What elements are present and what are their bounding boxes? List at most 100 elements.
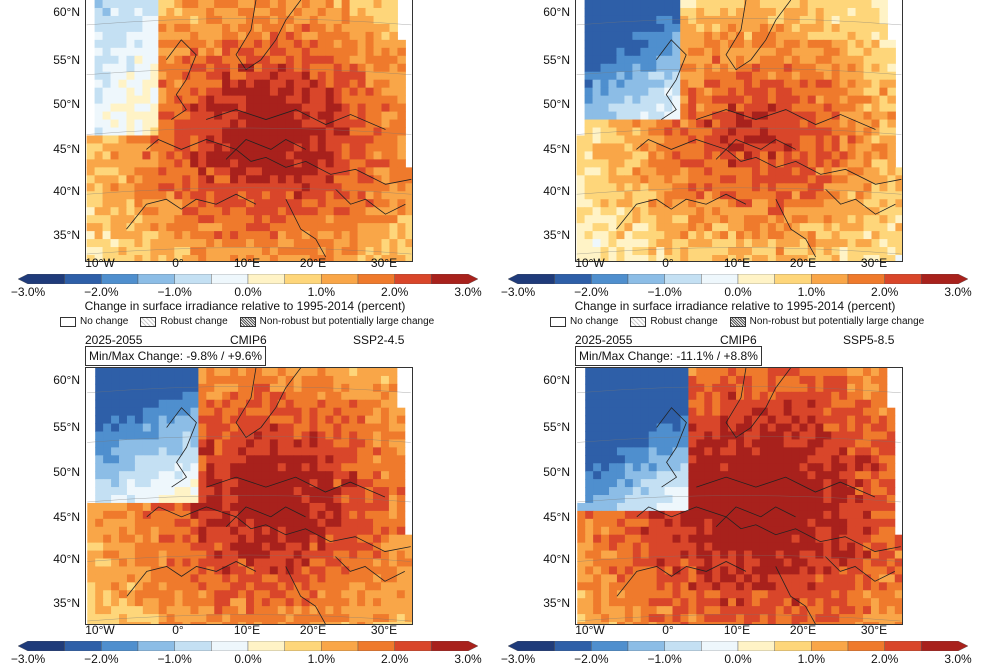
colorbar-tick-label: −2.0% [84,652,119,666]
map-frame [85,0,413,262]
longitude-label: 0° [662,256,674,270]
latitude-label: 60°N [543,5,570,19]
colorbar-segment [137,274,175,284]
legend-swatch [60,316,76,327]
colorbar-tick-label: 3.0% [454,285,482,299]
min-max-change-box: Min/Max Change: -11.1% / +8.8% [575,346,762,366]
colorbar-tick-label: 1.0% [307,285,336,299]
longitude-label: 10°W [85,256,115,270]
graticule [577,386,901,622]
min-max-change-box: Min/Max Change: -9.8% / +9.6% [85,346,267,366]
latitude-label: 60°N [53,5,80,19]
colorbar-segment [431,641,478,651]
longitude-label: 20°E [299,256,327,270]
longitude-label: 10°E [233,256,261,270]
colorbar-tick-label: 1.0% [307,652,336,666]
longitude-label: 20°E [789,256,817,270]
colorbar-segment [508,274,555,284]
latitude-label: 55°N [543,420,570,434]
colorbar-segment [64,641,102,651]
colorbar-segment [884,274,922,284]
map-panel-top-left: 60°N 55°N 50°N 45°N 40°N 35°N 10°W 0° 10°E 20°E 3… [0,0,490,333]
colorbar-tick-label: 2.0% [870,285,899,299]
colorbar-strip [18,274,478,284]
colorbar-tick-label: 0.0% [234,285,262,299]
colorbar-segment [394,641,432,651]
colorbar-tick-label: 3.0% [944,285,972,299]
colorbar-segment [394,274,432,284]
legend-swatch [630,316,647,327]
colorbar-segment [737,641,775,651]
colorbar-segment [357,641,395,651]
legend-item-non-robust: Non-robust but potentially large change [239,316,435,327]
map-frame [575,0,903,262]
legend-item-no-change: No change [60,316,128,327]
irradiance-map [86,0,412,261]
colorbar-tick-label: −3.0% [500,652,536,666]
colorbar-tick-label: 0.0% [724,652,752,666]
colorbar-segment [774,274,812,284]
colorbar-tick-label: 2.0% [380,285,409,299]
latitude-label: 50°N [53,465,80,479]
colorbar-segment [174,274,212,284]
map-frame [85,367,413,625]
colorbar-tick-label: 0.0% [234,652,262,666]
longitude-label: 10°W [575,623,605,637]
colorbar-tick-label: −3.0% [10,285,46,299]
latitude-label: 35°N [543,596,570,610]
map-panel-top-right: 60°N 55°N 50°N 45°N 40°N 35°N 10°W 0° 10°E 20°E 3… [490,0,980,333]
latitude-label: 50°N [543,97,570,111]
data-grid [86,0,412,261]
scenario-label: SSP2-4.5 [353,333,405,347]
latitude-label: 55°N [53,420,80,434]
legend-swatch [550,316,566,327]
graticule [576,18,902,255]
latitude-label: 45°N [53,510,80,524]
colorbar-title: Change in surface irradiance relative to… [574,299,896,313]
map-panel-bottom-left: 2025-2055 CMIP6 SSP2-4.5 Min/Max Change:… [0,333,490,666]
colorbar-segment [847,641,885,651]
colorbar-segment [247,641,285,651]
colorbar-tick-label: −2.0% [574,285,609,299]
colorbar-segment [321,641,359,651]
colorbar-tick-label: 1.0% [797,652,826,666]
latitude-label: 60°N [543,373,570,387]
robustness-legend: No change Robust change Non-robust but pot… [550,316,936,327]
longitude-label: 0° [172,256,184,270]
legend-label: No change [80,316,129,327]
robustness-legend: No change Robust change Non-robust but pot… [60,316,446,327]
model-label: CMIP6 [230,333,267,347]
graticule [86,18,412,255]
colorbar-segment [774,641,812,651]
colorbar-tick-label: −3.0% [500,285,536,299]
colorbar-segment [591,274,629,284]
irradiance-map [577,368,902,624]
colorbar-segment [137,641,175,651]
colorbar-segment [211,274,249,284]
colorbar-segment [554,274,592,284]
colorbar-segment [174,641,212,651]
colorbar-segment [321,274,359,284]
longitude-label: 10°W [85,623,115,637]
colorbar-tick-label: −1.0% [157,652,192,666]
latitude-label: 45°N [543,142,570,156]
longitude-label: 0° [662,623,674,637]
colorbar-segment [357,274,395,284]
colorbar-tick-label: −1.0% [157,285,192,299]
latitude-label: 55°N [53,53,80,67]
legend-label: Non-robust but potentially large change [259,316,435,327]
legend-label: No change [570,316,619,327]
data-grid [87,368,412,624]
colorbar-segment [18,274,65,284]
latitude-label: 35°N [53,596,80,610]
latitude-label: 40°N [53,184,80,198]
colorbar-segment [247,274,285,284]
legend-swatch [729,316,746,327]
colorbar-segment [431,274,478,284]
colorbar-segment [701,274,739,284]
latitude-label: 60°N [53,373,80,387]
latitude-label: 40°N [543,552,570,566]
latitude-label: 35°N [543,228,570,242]
colorbar-strip [18,641,478,651]
latitude-label: 40°N [53,552,80,566]
